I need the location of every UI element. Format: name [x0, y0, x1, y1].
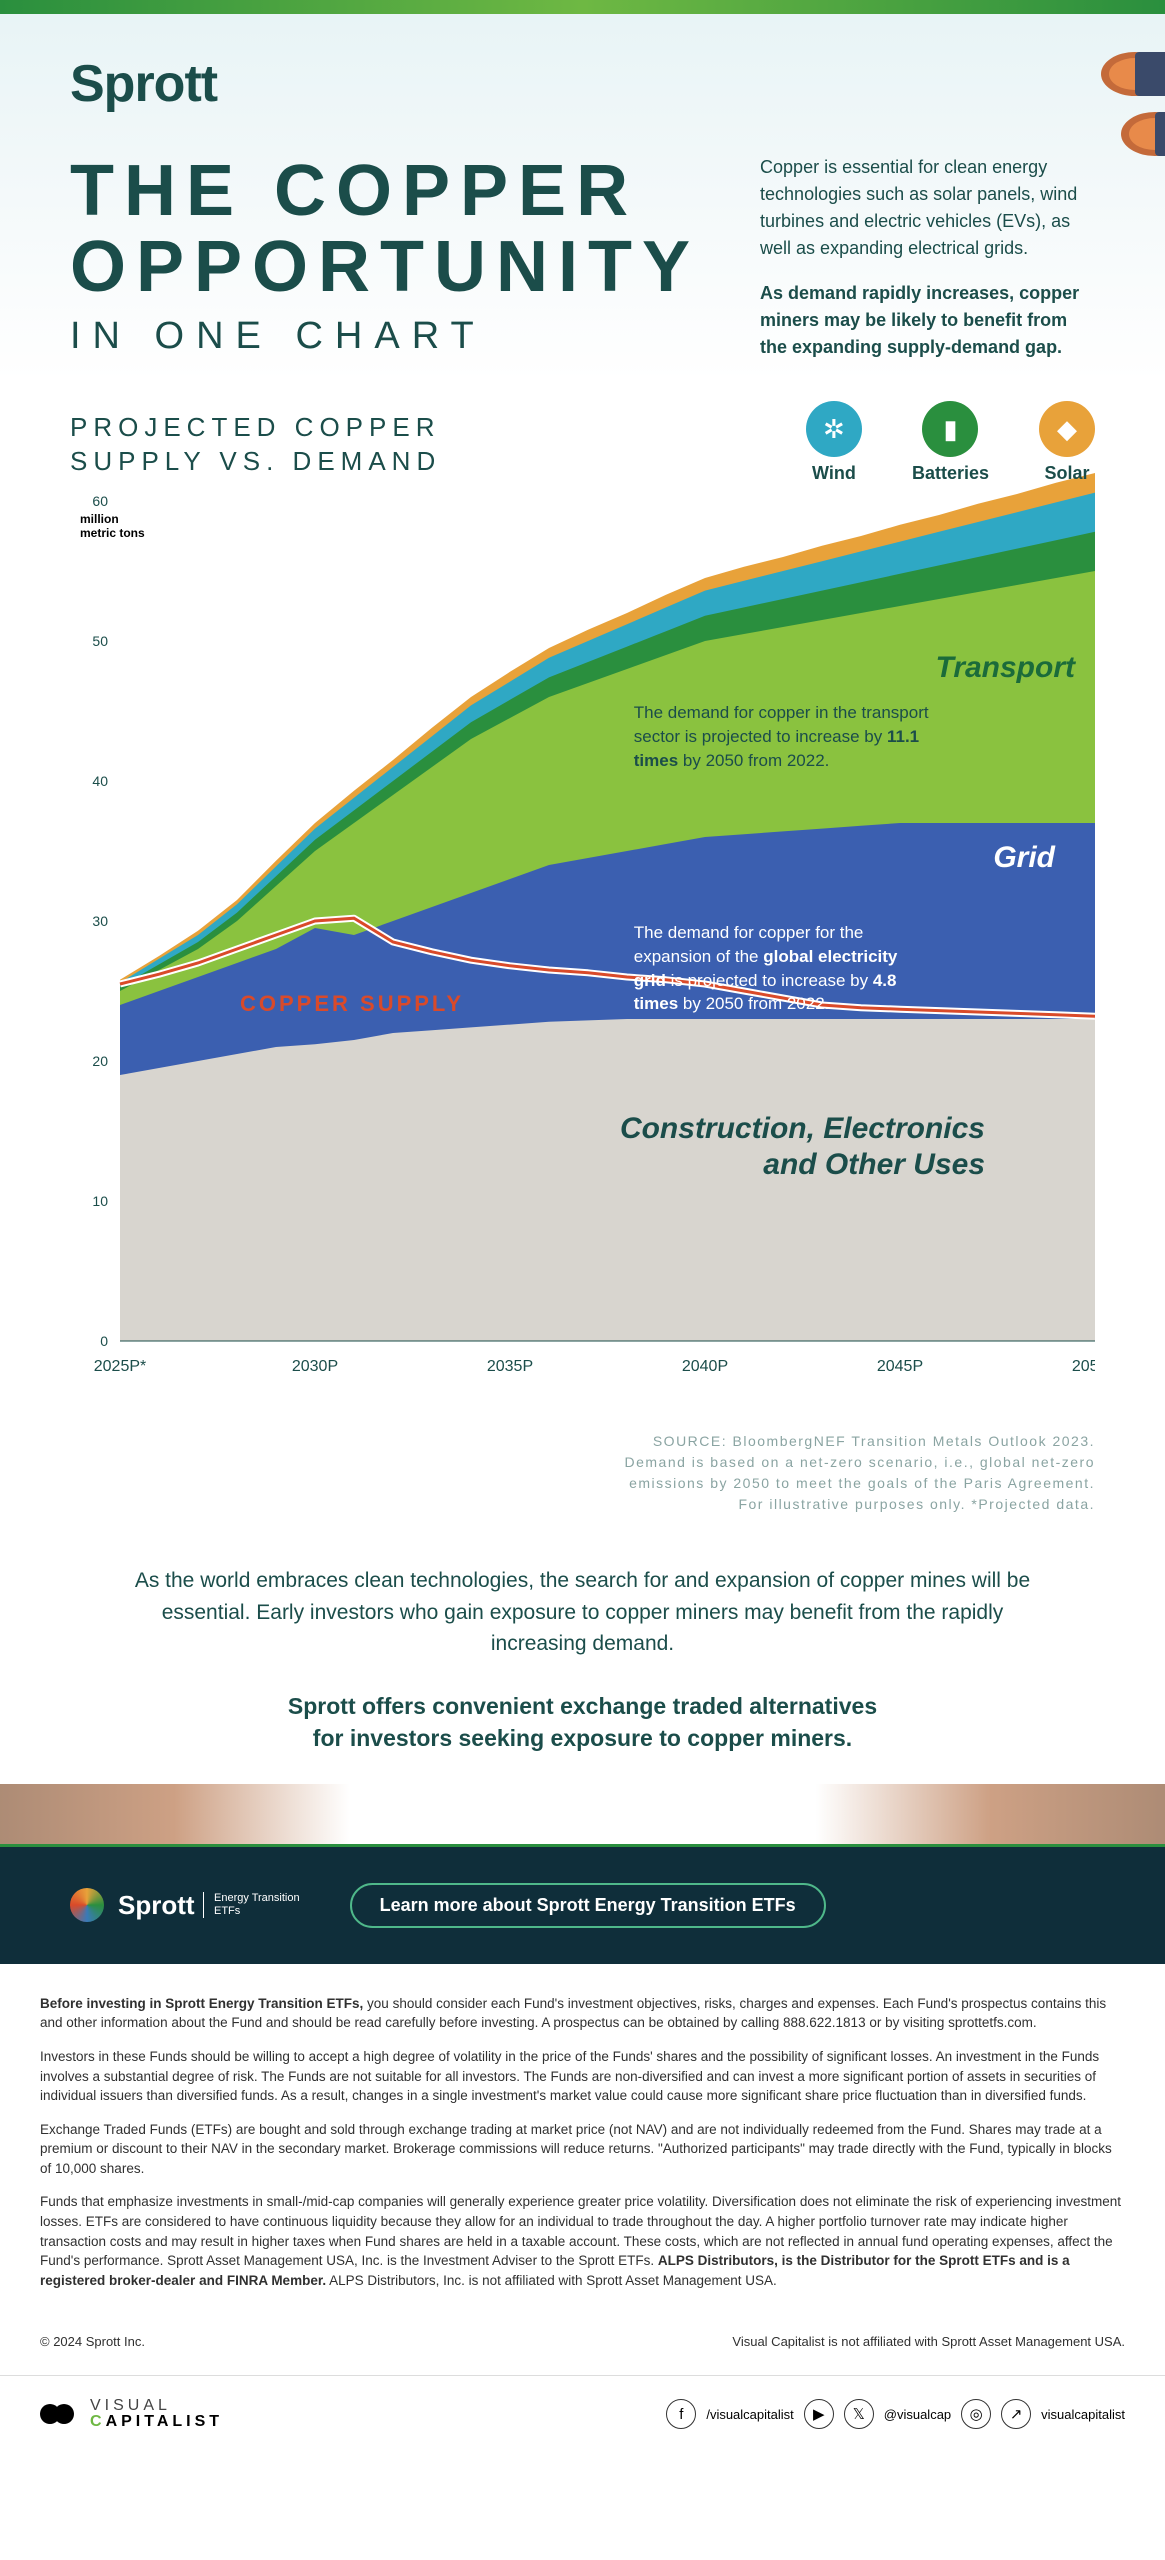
chart-title: PROJECTED COPPER SUPPLY VS. DEMAND	[70, 411, 441, 479]
visual-capitalist-logo: VISUAL CAPITALIST	[40, 2398, 223, 2430]
chart-region: PROJECTED COPPER SUPPLY VS. DEMAND ✲Wind…	[70, 411, 1095, 1411]
y-tick: 60	[92, 493, 108, 509]
cta-band: Sprott Energy TransitionETFs Learn more …	[0, 1844, 1165, 1964]
footer: VISUAL CAPITALIST f/visualcapitalist ▶ 𝕏 @v…	[0, 2375, 1165, 2452]
y-tick: 50	[92, 633, 108, 649]
y-tick: 40	[92, 773, 108, 789]
social-icon[interactable]: 𝕏	[844, 2399, 874, 2429]
copyright: © 2024 Sprott Inc.	[40, 2334, 145, 2349]
legend-top: ✲Wind ▮Batteries ◆Solar	[806, 401, 1095, 484]
layer-label-construction: Construction, Electronicsand Other Uses	[620, 1111, 985, 1183]
x-tick: 2050P	[1072, 1358, 1095, 1375]
hero-section: Sprott THE COPPER OPPORTUNITY IN ONE CHA…	[0, 14, 1165, 381]
x-tick: 2045P	[877, 1358, 923, 1375]
cta-brand-sub: Energy TransitionETFs	[203, 1892, 300, 1918]
y-tick: 10	[92, 1193, 108, 1209]
disclosure-p3: Exchange Traded Funds (ETFs) are bought …	[40, 2120, 1125, 2179]
cta-brand: Sprott Energy TransitionETFs	[70, 1888, 300, 1922]
svg-text:million: million	[80, 512, 119, 526]
brand-logo: Sprott	[70, 54, 1095, 114]
title-line1: THE COPPER	[70, 154, 700, 230]
legend-item-solar: ◆Solar	[1039, 401, 1095, 484]
disclosure-block: Before investing in Sprott Energy Transi…	[0, 1964, 1165, 2334]
svg-text:metric tons: metric tons	[80, 526, 145, 540]
y-tick: 20	[92, 1053, 108, 1069]
x-tick: 2040P	[682, 1358, 728, 1375]
y-tick: 0	[100, 1333, 108, 1349]
vc-visual-text: VISUAL	[90, 2398, 223, 2414]
chart-source: SOURCE: BloombergNEF Transition Metals O…	[70, 1431, 1095, 1515]
sprott-logo-icon	[70, 1888, 104, 1922]
social-icon[interactable]: ◎	[961, 2399, 991, 2429]
copper-rock-decoration	[0, 1784, 1165, 1844]
social-label: visualcapitalist	[1041, 2407, 1125, 2422]
closing-paragraph: As the world embraces clean technologies…	[120, 1565, 1045, 1660]
y-tick: 30	[92, 913, 108, 929]
legend-item-wind: ✲Wind	[806, 401, 862, 484]
social-label: /visualcapitalist	[706, 2407, 793, 2422]
top-accent-bar	[0, 0, 1165, 14]
intro-emphasis: As demand rapidly increases, copper mine…	[760, 280, 1095, 361]
affiliation-note: Visual Capitalist is not affiliated with…	[732, 2334, 1125, 2349]
vc-capitalist-text: CAPITALIST	[90, 2414, 223, 2430]
x-tick: 2025P*	[94, 1358, 147, 1375]
copper-cable-decoration	[985, 34, 1165, 174]
annotation-transport: The demand for copper in the transport s…	[634, 701, 934, 772]
disclosure-p2: Investors in these Funds should be willi…	[40, 2047, 1125, 2106]
disclosure-p4-post: ALPS Distributors, Inc. is not affiliate…	[326, 2273, 777, 2288]
title-sub: IN ONE CHART	[70, 315, 700, 358]
supply-line-label: COPPER SUPPLY	[240, 991, 464, 1017]
x-tick: 2030P	[292, 1358, 338, 1375]
layer-label-grid: Grid	[993, 841, 1055, 875]
title-line2: OPPORTUNITY	[70, 230, 700, 306]
stacked-area-chart: 0 10 20 30 40 50 60 millionmetric tons 2025P* 203…	[70, 411, 1095, 1411]
cta-learn-more-button[interactable]: Learn more about Sprott Energy Transitio…	[350, 1883, 826, 1928]
vc-mark-icon	[40, 2400, 80, 2428]
social-links: f/visualcapitalist ▶ 𝕏 @visualcap ◎ ↗ visualca…	[666, 2399, 1125, 2429]
x-tick: 2035P	[487, 1358, 533, 1375]
social-label: @visualcap	[884, 2407, 951, 2422]
layer-label-transport: Transport	[936, 651, 1075, 685]
legend-item-batteries: ▮Batteries	[912, 401, 989, 484]
cta-brand-name: Sprott	[118, 1890, 195, 1920]
social-icon[interactable]: ↗	[1001, 2399, 1031, 2429]
annotation-grid: The demand for copper for the expansion …	[634, 921, 934, 1016]
social-icon[interactable]: f	[666, 2399, 696, 2429]
offer-text: Sprott offers convenient exchange traded…	[120, 1690, 1045, 1754]
social-icon[interactable]: ▶	[804, 2399, 834, 2429]
disclosure-p1-bold: Before investing in Sprott Energy Transi…	[40, 1996, 363, 2011]
